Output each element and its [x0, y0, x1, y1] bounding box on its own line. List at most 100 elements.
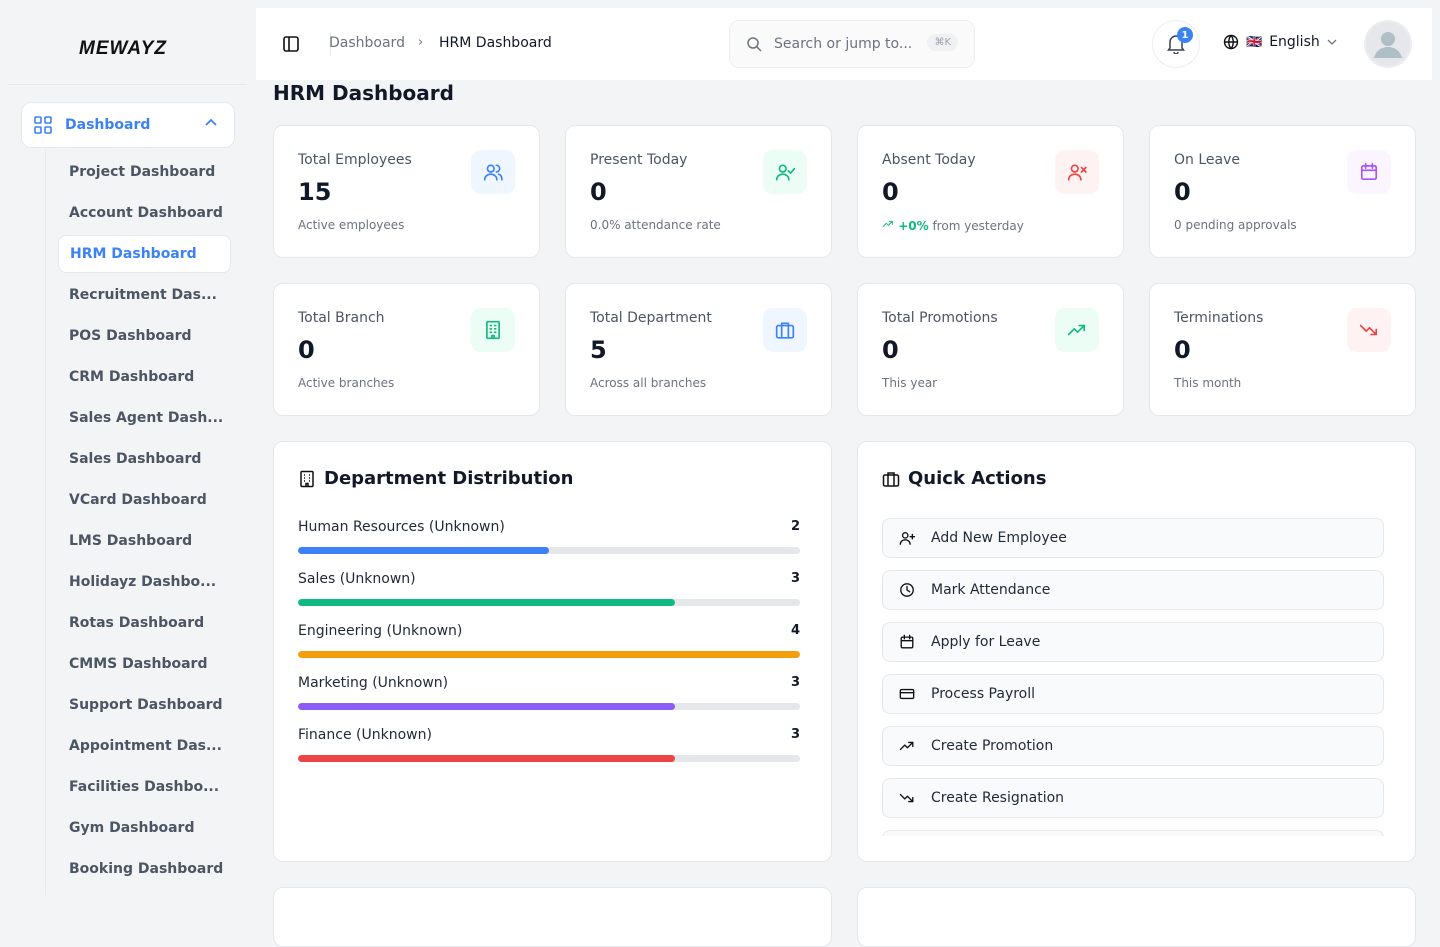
breadcrumb-current: HRM Dashboard	[439, 35, 552, 51]
sidebar-item[interactable]: POS Dashboard	[69, 328, 192, 344]
stat-label: Terminations	[1174, 310, 1264, 326]
trending-down-icon	[1359, 324, 1378, 336]
sidebar-item[interactable]: Facilities Dashbo...	[69, 779, 220, 795]
sidebar-item[interactable]: VCard Dashboard	[69, 492, 207, 508]
sidebar-item[interactable]: Sales Dashboard	[69, 451, 202, 467]
user-x-icon	[1067, 164, 1087, 181]
trending-down-icon	[899, 793, 914, 803]
department-title: Department Distribution	[324, 468, 574, 489]
stat-icon-box	[471, 308, 515, 352]
department-count: 3	[790, 727, 800, 742]
department-row: Engineering (Unknown) 4	[298, 623, 800, 658]
logo[interactable]: MEWAYZ	[79, 38, 167, 59]
divider	[330, 32, 331, 56]
stat-sub: Active employees	[298, 218, 405, 232]
sidebar-item[interactable]: Holidayz Dashbo...	[69, 574, 217, 590]
building-icon	[300, 470, 314, 487]
language-selector[interactable]: 🇬🇧 English	[1223, 34, 1337, 50]
divider	[8, 84, 247, 85]
stat-card: Total Department 5 Across all branches	[565, 283, 832, 416]
quick-action-button[interactable]: Mark Attendance	[882, 570, 1384, 610]
stat-card: Terminations 0 This month	[1149, 283, 1416, 416]
sidebar-item[interactable]: Support Dashboard	[69, 697, 223, 713]
progress-track	[298, 703, 800, 710]
quick-action-label: Mark Attendance	[931, 582, 1051, 598]
quick-action-label: Add New Employee	[931, 530, 1067, 546]
quick-action-button[interactable]: Process Payroll	[882, 674, 1384, 714]
notification-badge: 1	[1177, 27, 1193, 43]
user-avatar-icon	[1374, 32, 1402, 58]
quick-action-button[interactable]: Add New Employee	[882, 518, 1384, 558]
sidebar-item[interactable]: Project Dashboard	[69, 164, 216, 180]
stat-value: 5	[590, 336, 607, 364]
stat-icon-box	[763, 308, 807, 352]
quick-action-label: Process Payroll	[931, 686, 1036, 702]
search-placeholder: Search or jump to...	[774, 36, 913, 52]
avatar[interactable]	[1364, 20, 1412, 68]
building-icon	[486, 320, 500, 340]
quick-action-button[interactable]: Create Promotion	[882, 726, 1384, 766]
stat-value: 0	[882, 336, 899, 364]
stat-icon-box	[1347, 150, 1391, 194]
stat-card: Total Branch 0 Active branches	[273, 283, 540, 416]
breadcrumb-dashboard[interactable]: Dashboard	[329, 35, 405, 51]
sidebar-item[interactable]: Recruitment Das...	[69, 287, 217, 303]
chevron-down-icon	[1327, 39, 1337, 45]
department-name: Engineering (Unknown)	[298, 623, 463, 639]
sidebar-item[interactable]: Sales Agent Dash...	[69, 410, 224, 426]
stat-sub: 0 pending approvals	[1174, 218, 1297, 232]
stat-value: 0	[590, 178, 607, 206]
quick-actions-title: Quick Actions	[908, 468, 1047, 489]
trending-up-icon	[882, 220, 893, 228]
sidebar-toggle-icon[interactable]	[282, 35, 300, 53]
section-title: Department Distribution	[298, 468, 573, 489]
department-name: Finance (Unknown)	[298, 727, 432, 743]
search-input[interactable]: Search or jump to... ⌘K	[729, 20, 975, 68]
quick-action-button[interactable]: Create Resignation	[882, 778, 1384, 818]
quick-action-button[interactable]	[882, 830, 1384, 836]
chevron-up-icon	[205, 118, 217, 126]
department-distribution-card: Department Distribution Human Resources …	[273, 441, 832, 862]
notifications-button[interactable]: 1	[1152, 20, 1200, 68]
stat-icon-box	[763, 150, 807, 194]
stat-label: Total Employees	[298, 152, 412, 168]
sidebar-item[interactable]: CRM Dashboard	[69, 369, 195, 385]
stat-label: Total Promotions	[882, 310, 998, 326]
department-count: 2	[790, 519, 800, 534]
sidebar-item[interactable]: Gym Dashboard	[69, 820, 195, 836]
sidebar-item[interactable]: Appointment Das...	[69, 738, 222, 754]
stat-label: Absent Today	[882, 152, 976, 168]
shortcut-hint: ⌘K	[927, 34, 958, 51]
sidebar-item[interactable]: Booking Dashboard	[69, 861, 224, 877]
stat-icon-box	[1055, 308, 1099, 352]
stat-value: 0	[298, 336, 315, 364]
user-plus-icon	[899, 532, 915, 545]
stat-value: 15	[298, 178, 332, 206]
sidebar: MEWAYZ Dashboard Project Dashboard Accoun…	[0, 0, 255, 900]
stat-icon-box	[471, 150, 515, 194]
quick-action-label: Create Promotion	[931, 738, 1054, 754]
trending-up-icon	[1067, 324, 1086, 336]
briefcase-icon	[882, 471, 900, 487]
stat-card: Absent Today 0 +0% from yesterday	[857, 125, 1124, 258]
department-row: Human Resources (Unknown) 2	[298, 519, 800, 554]
breadcrumb-separator-icon: ›	[418, 35, 424, 50]
sidebar-item-dashboard[interactable]: Dashboard	[21, 102, 235, 148]
sidebar-item[interactable]: LMS Dashboard	[69, 533, 193, 549]
credit-card-icon	[899, 688, 915, 700]
stat-label: Total Branch	[298, 310, 385, 326]
sidebar-item[interactable]: CMMS Dashboard	[69, 656, 208, 672]
stat-value: 0	[1174, 178, 1191, 206]
trend-value: +0%	[898, 219, 929, 233]
stat-sub: This month	[1174, 376, 1242, 390]
sidebar-item[interactable]: Rotas Dashboard	[69, 615, 205, 631]
progress-track	[298, 547, 800, 554]
sidebar-item[interactable]: Account Dashboard	[69, 205, 223, 221]
sidebar-item[interactable]: HRM Dashboard	[58, 235, 231, 273]
stat-icon-box	[1055, 150, 1099, 194]
bottom-card-left	[273, 887, 832, 947]
calendar-icon	[1360, 162, 1378, 181]
quick-action-button[interactable]: Apply for Leave	[882, 622, 1384, 662]
divider	[45, 150, 46, 895]
grid-icon	[34, 116, 52, 134]
